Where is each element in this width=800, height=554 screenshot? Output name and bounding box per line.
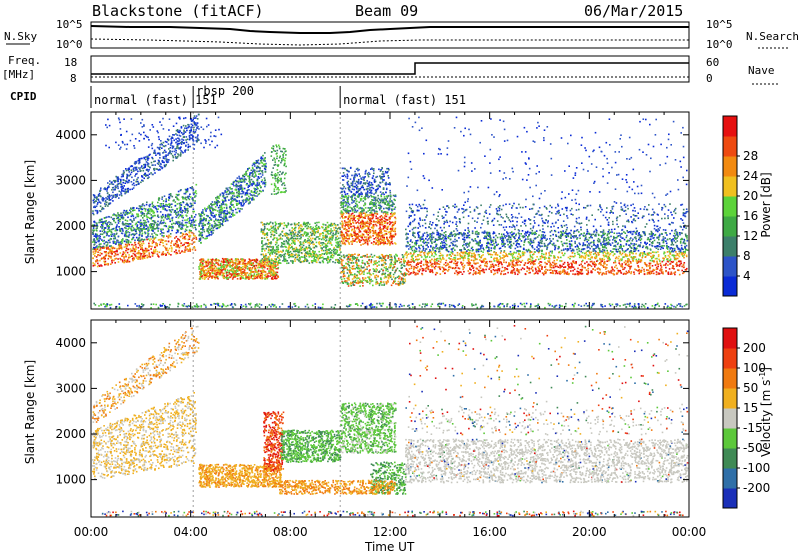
power-y-ticks: 1000 2000 3000 4000 — [55, 128, 689, 279]
cpid-segment-label: rbsp 200 — [196, 84, 254, 98]
y-tick-label: 2000 — [55, 219, 86, 233]
y-tick-label: 1000 — [55, 265, 86, 279]
velocity-colorbar: 200 100 50 15 -15 -50 -100 -200 — [722, 327, 770, 509]
colorbar-swatch — [723, 468, 737, 489]
freq-label-line2: [MHz] — [2, 68, 35, 81]
station-title: Blackstone (fitACF) — [92, 2, 264, 20]
cpid-segment-label: normal (fast) 151 — [94, 93, 217, 107]
freq-panel-frame — [90, 55, 690, 83]
power-x-ticks — [90, 112, 690, 309]
colorbar-swatch — [723, 176, 737, 197]
velocity-panel: 1000 2000 3000 4000 00:00 04:00 08:00 12:00 16:… — [23, 319, 707, 539]
freq-panel: 18 8 60 0 — [64, 55, 719, 85]
velocity-colorbar-label: Velocity [m s-1] — [758, 367, 773, 457]
cpid-label: CPID — [10, 90, 37, 103]
date-title: 06/Mar/2015 — [584, 2, 683, 20]
colorbar-tick-label: -200 — [743, 481, 770, 495]
colorbar-swatch — [723, 116, 737, 137]
colorbar-tick-label: -15 — [743, 421, 763, 435]
colorbar-swatch — [723, 428, 737, 449]
x-tick-label: 08:00 — [273, 525, 308, 539]
colorbar-tick-label: 50 — [743, 381, 758, 395]
colorbar-swatch — [723, 408, 737, 429]
colorbar-tick-label: 28 — [743, 149, 758, 163]
power-data-field — [92, 112, 689, 309]
colorbar-swatch — [723, 276, 737, 297]
colorbar-tick-label: 4 — [743, 269, 751, 283]
y-tick-label: 3000 — [55, 173, 86, 187]
x-axis-title: Time UT — [364, 540, 415, 554]
noise-right-tick-top: 10^5 — [706, 18, 733, 31]
colorbar-tick-label: 8 — [743, 249, 751, 263]
power-colorbar: 4 8 12 16 20 24 28 — [722, 115, 758, 297]
noise-panel-frame — [90, 21, 690, 49]
colorbar-tick-label: 24 — [743, 169, 758, 183]
velocity-x-ticks: 00:00 04:00 08:00 12:00 16:00 20:00 00:00 — [74, 320, 707, 539]
colorbar-swatch — [723, 216, 737, 237]
velocity-ylabel: Slant Range [km] — [23, 360, 37, 464]
velocity-y-ticks: 1000 2000 3000 4000 — [55, 336, 689, 487]
colorbar-swatch — [723, 236, 737, 257]
noise-panel: 10^5 10^0 10^5 10^0 — [56, 18, 733, 51]
y-tick-label: 3000 — [55, 381, 86, 395]
colorbar-tick-label: -100 — [743, 461, 770, 475]
y-tick-label: 4000 — [55, 128, 86, 142]
power-ylabel: Slant Range [km] — [23, 160, 37, 264]
colorbar-swatch — [723, 136, 737, 157]
x-tick-label: 12:00 — [373, 525, 408, 539]
colorbar-swatch — [723, 328, 737, 349]
freq-left-tick-top: 18 — [64, 56, 77, 69]
colorbar-tick-label: 100 — [743, 361, 766, 375]
colorbar-tick-label: 200 — [743, 341, 766, 355]
colorbar-tick-label: 16 — [743, 209, 758, 223]
noise-left-tick-bottom: 10^0 — [56, 38, 83, 51]
cpid-segment-label: normal (fast) 151 — [343, 93, 466, 107]
colorbar-swatch — [723, 388, 737, 409]
x-tick-label: 04:00 — [173, 525, 208, 539]
x-tick-label: 00:00 — [74, 525, 109, 539]
colorbar-swatch — [723, 348, 737, 369]
y-tick-label: 4000 — [55, 336, 86, 350]
colorbar-frame — [722, 327, 738, 509]
freq-right-tick-top: 60 — [706, 56, 719, 69]
velocity-data-field — [92, 320, 689, 517]
beam-title: Beam 09 — [355, 2, 418, 20]
colorbar-swatch — [723, 196, 737, 217]
y-tick-label: 1000 — [55, 473, 86, 487]
noise-left-tick-top: 10^5 — [56, 18, 83, 31]
colorbar-frame — [722, 115, 738, 297]
colorbar-tick-label: 15 — [743, 401, 758, 415]
x-tick-label: 16:00 — [472, 525, 507, 539]
y-tick-label: 2000 — [55, 427, 86, 441]
nave-label: Nave — [748, 64, 775, 77]
colorbar-tick-label: -50 — [743, 441, 763, 455]
freq-label-line1: Freq. — [8, 54, 41, 67]
noise-search-line — [90, 38, 689, 46]
freq-left-tick-bottom: 8 — [70, 72, 77, 85]
colorbar-tick-label: 20 — [743, 189, 758, 203]
freq-line — [91, 62, 689, 75]
noise-right-tick-bottom: 10^0 — [706, 38, 733, 51]
nsky-label: N.Sky — [4, 30, 37, 43]
x-tick-label: 00:00 — [672, 525, 707, 539]
colorbar-swatch — [723, 448, 737, 469]
colorbar-swatch — [723, 368, 737, 389]
freq-right-tick-bottom: 0 — [706, 72, 713, 85]
colorbar-swatch — [723, 256, 737, 277]
nsearch-label: N.Search — [746, 30, 799, 43]
colorbar-swatch — [723, 488, 737, 509]
colorbar-swatch — [723, 156, 737, 177]
x-tick-label: 20:00 — [572, 525, 607, 539]
power-panel: 1000 2000 3000 4000 Slant Range [km] — [23, 111, 690, 310]
noise-sky-line — [90, 25, 689, 34]
power-colorbar-label: Power [dB] — [759, 172, 773, 237]
colorbar-tick-label: 12 — [743, 229, 758, 243]
